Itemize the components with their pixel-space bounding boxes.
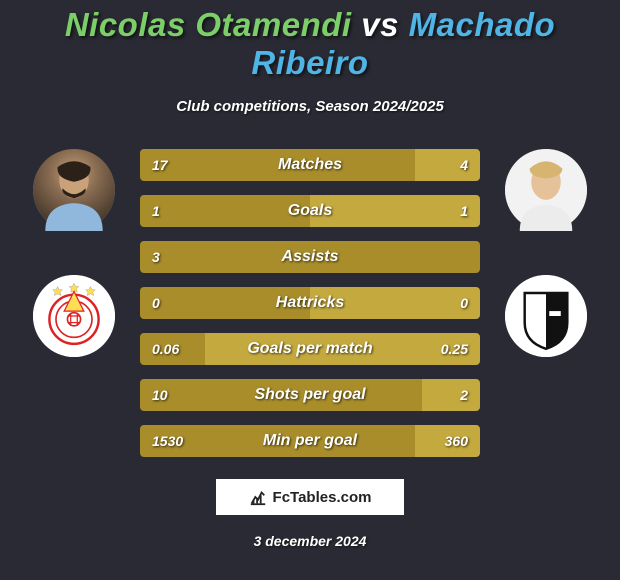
chart-icon bbox=[249, 488, 267, 506]
stat-value-right: 0 bbox=[460, 295, 468, 311]
stat-value-right: 1 bbox=[460, 203, 468, 219]
stat-row: 17 Matches 4 bbox=[140, 149, 480, 181]
source-badge: FcTables.com bbox=[216, 479, 404, 515]
stat-value-left: 0.06 bbox=[152, 341, 179, 357]
stat-label: Min per goal bbox=[263, 432, 357, 450]
stat-row: 0.06 Goals per match 0.25 bbox=[140, 333, 480, 365]
stat-label: Shots per goal bbox=[254, 386, 365, 404]
stat-row: 0 Hattricks 0 bbox=[140, 287, 480, 319]
page-title: Nicolas Otamendi vs Machado Ribeiro bbox=[10, 0, 610, 82]
vs-separator: vs bbox=[352, 6, 409, 43]
player1-club-logo bbox=[33, 275, 115, 357]
stat-label: Assists bbox=[282, 248, 339, 266]
stat-bars: 17 Matches 4 1 Goals 1 3 Assists 0 Hattricks 0 0.06… bbox=[140, 149, 480, 457]
stat-value-right: 360 bbox=[445, 433, 468, 449]
source-text: FcTables.com bbox=[273, 489, 372, 506]
stat-row: 10 Shots per goal 2 bbox=[140, 379, 480, 411]
stat-label: Hattricks bbox=[276, 294, 344, 312]
stat-value-left: 3 bbox=[152, 249, 160, 265]
stat-value-left: 1530 bbox=[152, 433, 183, 449]
left-column bbox=[24, 149, 124, 457]
stat-label: Goals bbox=[288, 202, 332, 220]
player2-club-logo bbox=[505, 275, 587, 357]
stat-value-left: 0 bbox=[152, 295, 160, 311]
stat-value-right: 4 bbox=[460, 157, 468, 173]
stat-value-left: 1 bbox=[152, 203, 160, 219]
main-area: 17 Matches 4 1 Goals 1 3 Assists 0 Hattricks 0 0.06… bbox=[10, 149, 610, 457]
stat-value-right: 2 bbox=[460, 387, 468, 403]
subtitle: Club competitions, Season 2024/2025 bbox=[10, 98, 610, 115]
stat-value-right: 0.25 bbox=[441, 341, 468, 357]
stat-label: Goals per match bbox=[247, 340, 372, 358]
stat-value-left: 10 bbox=[152, 387, 168, 403]
player2-avatar bbox=[505, 149, 587, 231]
stat-row: 1530 Min per goal 360 bbox=[140, 425, 480, 457]
comparison-infographic: Nicolas Otamendi vs Machado Ribeiro Club… bbox=[0, 0, 620, 580]
stat-row: 3 Assists bbox=[140, 241, 480, 273]
stat-row: 1 Goals 1 bbox=[140, 195, 480, 227]
player1-avatar bbox=[33, 149, 115, 231]
stat-label: Matches bbox=[278, 156, 342, 174]
right-column bbox=[496, 149, 596, 457]
date: 3 december 2024 bbox=[10, 533, 610, 549]
player1-name: Nicolas Otamendi bbox=[65, 6, 352, 43]
stat-value-left: 17 bbox=[152, 157, 168, 173]
